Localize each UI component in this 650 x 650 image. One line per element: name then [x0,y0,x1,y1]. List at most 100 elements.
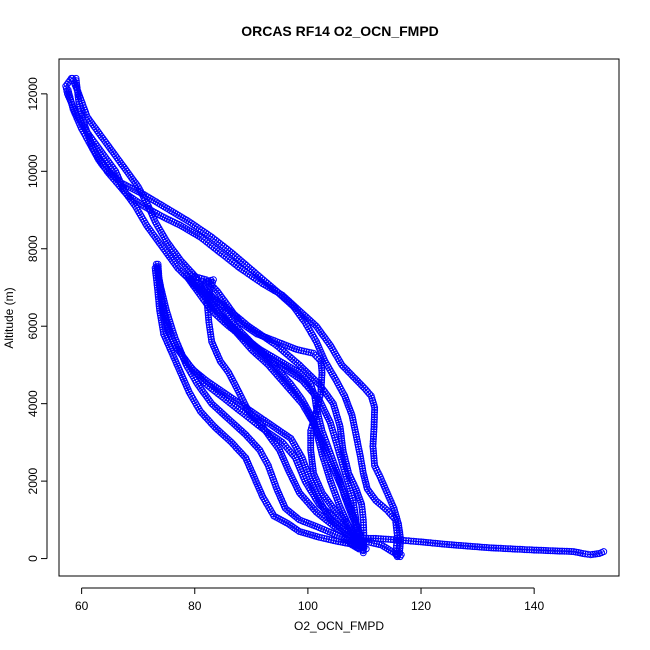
data-point [600,548,608,556]
data-point [384,535,392,543]
data-point [335,538,342,546]
y-tick-label: 4000 [26,390,40,417]
data-point [350,419,357,426]
data-point [466,542,474,550]
data-point [521,546,529,554]
data-point [537,546,545,554]
data-point [370,421,378,428]
data-point [307,444,315,452]
data-point [151,267,159,274]
data-point [280,359,288,367]
data-point [311,394,319,402]
data-point [310,469,317,477]
data-point [206,326,214,334]
data-point [485,544,493,552]
data-point [73,81,81,89]
data-point [311,392,319,400]
data-point [509,545,517,553]
data-point [359,516,367,524]
data-point [154,291,162,298]
y-tick-label: 8000 [26,235,40,262]
data-point [153,284,161,291]
data-point [469,543,477,550]
data-point [359,518,367,526]
data-point [362,534,370,542]
data-point [359,513,367,521]
data-point [152,274,160,282]
data-point [369,447,377,455]
data-point [471,543,479,551]
data-point [359,543,367,551]
y-tick-label: 0 [26,555,40,562]
data-point [542,547,550,554]
data-point [74,88,82,96]
data-point [506,545,514,553]
data-point [308,458,316,466]
data-point [396,542,404,550]
data-point [370,413,378,421]
data-point [370,459,378,467]
data-point [483,544,491,551]
series-layer [62,74,608,561]
data-point [394,552,402,559]
data-point [459,542,467,550]
data-point [155,302,163,310]
data-point [443,540,451,548]
y-tick-label: 2000 [26,467,40,494]
data-point [448,541,456,549]
data-point [318,366,326,374]
data-point [377,535,385,543]
x-tick-label: 80 [188,599,202,613]
data-point [359,467,367,475]
data-point [370,428,378,436]
data-point [315,355,323,363]
data-point [317,383,325,391]
data-point [371,408,378,416]
data-point [379,535,387,543]
data-point [318,374,326,381]
data-point [308,455,316,463]
data-point [556,547,564,555]
data-point [396,540,404,548]
data-point [74,93,82,101]
data-point [419,538,427,546]
data-point [72,74,80,82]
data-point [154,286,162,294]
data-point [207,335,215,343]
data-point [73,79,80,87]
data-point [154,293,162,301]
data-point [422,538,430,546]
data-point [560,547,568,555]
data-point [525,546,533,554]
data-point [156,304,163,312]
data-point [369,435,377,443]
data-point [337,432,345,440]
series-4 [72,74,405,557]
data-point [307,451,315,459]
data-point [369,534,377,542]
data-point [357,455,365,463]
data-point [367,534,375,542]
data-point [357,457,365,465]
data-point [337,428,345,435]
data-point [155,300,163,308]
data-point [73,86,81,94]
data-point [445,541,453,549]
data-point [205,321,213,329]
data-point [370,457,378,465]
data-point [354,438,361,446]
data-point [317,381,325,389]
data-point [208,338,216,346]
x-axis-label: O2_OCN_FMPD [294,619,384,633]
series-3 [349,534,608,559]
data-point [307,434,315,442]
data-point [312,399,320,407]
data-point [369,442,377,450]
series-10 [151,264,363,553]
series-14 [392,549,405,561]
data-point [307,437,315,444]
data-point [397,538,404,545]
data-point [370,418,378,426]
data-point [382,535,390,543]
data-point [528,546,536,554]
